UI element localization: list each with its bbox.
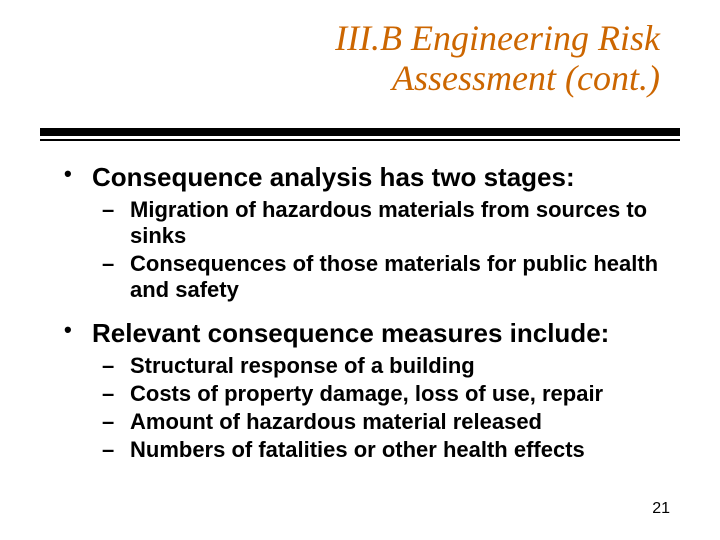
bullet-2-text: Relevant consequence measures include: bbox=[92, 318, 609, 348]
bullet-2-sub-3-text: Amount of hazardous material released bbox=[130, 409, 542, 434]
bullet-1-text: Consequence analysis has two stages: bbox=[92, 162, 575, 192]
bullet-2-sub-2-text: Costs of property damage, loss of use, r… bbox=[130, 381, 603, 406]
title-underline bbox=[40, 128, 680, 141]
bullet-1-sub-1: Migration of hazardous materials from so… bbox=[98, 197, 680, 249]
slide: III.B Engineering Risk Assessment (cont.… bbox=[0, 0, 720, 540]
bullet-2-sub-4-text: Numbers of fatalities or other health ef… bbox=[130, 437, 585, 462]
bullet-1: Consequence analysis has two stages: bbox=[58, 162, 680, 193]
bullet-2-sub-2: Costs of property damage, loss of use, r… bbox=[98, 381, 680, 407]
title-line-2: Assessment (cont.) bbox=[0, 58, 660, 98]
bullet-2: Relevant consequence measures include: bbox=[58, 318, 680, 349]
page-number: 21 bbox=[652, 500, 670, 518]
bullet-2-sub-1: Structural response of a building bbox=[98, 353, 680, 379]
bullet-2-sub-4: Numbers of fatalities or other health ef… bbox=[98, 437, 680, 463]
bullet-1-sub-2-text: Consequences of those materials for publ… bbox=[130, 251, 658, 302]
rule-thin bbox=[40, 139, 680, 141]
rule-thick bbox=[40, 128, 680, 136]
bullet-1-sub-2: Consequences of those materials for publ… bbox=[98, 251, 680, 303]
spacer bbox=[58, 304, 680, 318]
bullet-2-sub-3: Amount of hazardous material released bbox=[98, 409, 680, 435]
bullet-1-sub-1-text: Migration of hazardous materials from so… bbox=[130, 197, 647, 248]
title-line-1: III.B Engineering Risk bbox=[0, 18, 660, 58]
slide-title: III.B Engineering Risk Assessment (cont.… bbox=[0, 0, 720, 99]
slide-body: Consequence analysis has two stages: Mig… bbox=[58, 162, 680, 465]
bullet-2-sub-1-text: Structural response of a building bbox=[130, 353, 475, 378]
